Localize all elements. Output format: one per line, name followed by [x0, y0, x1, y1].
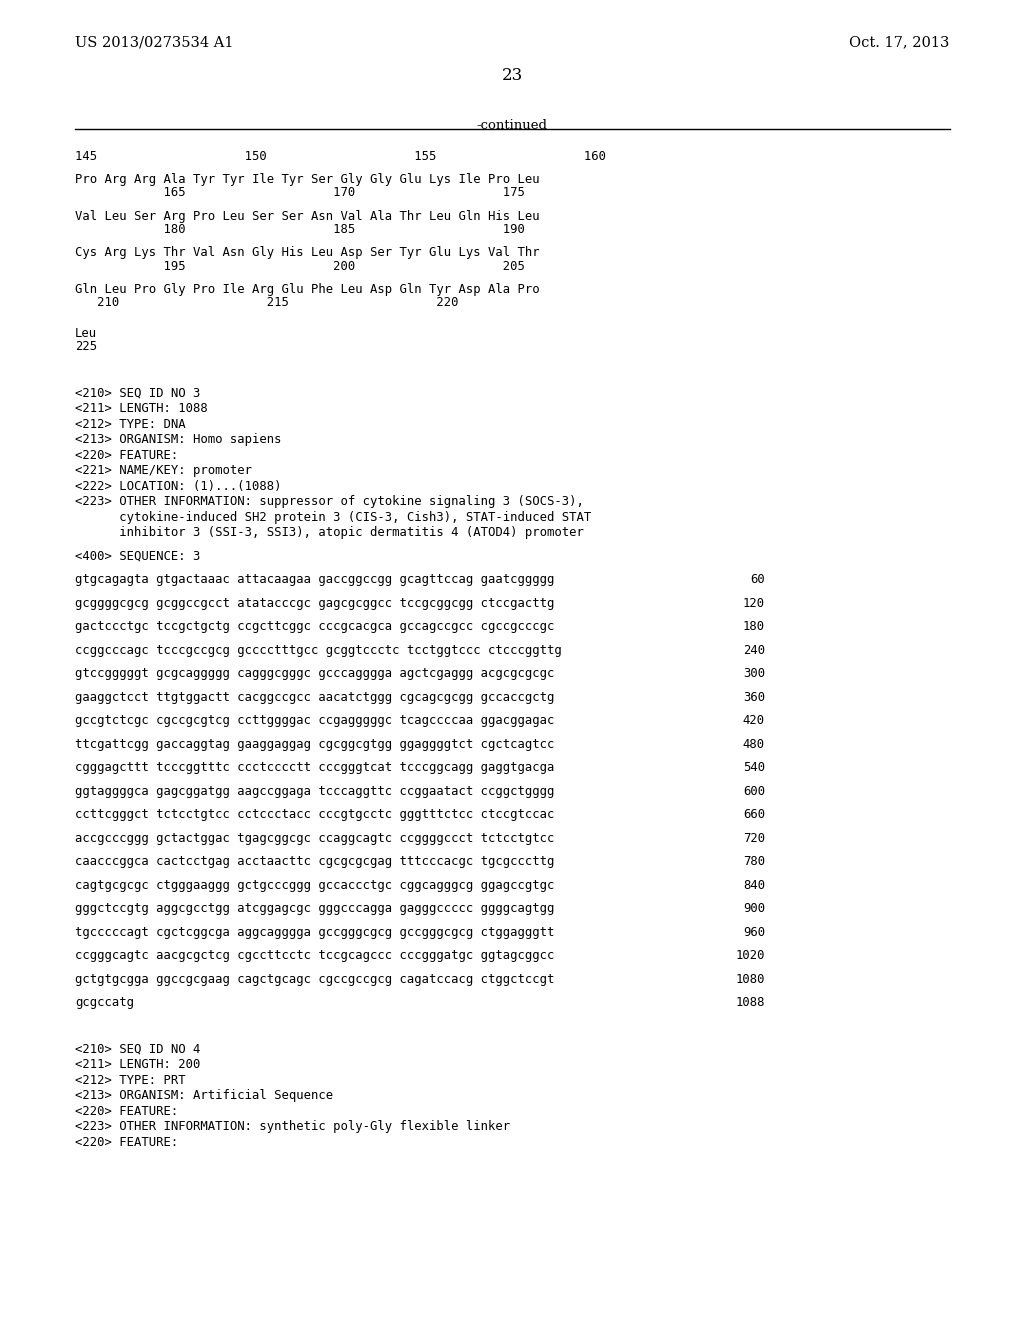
Text: gaaggctcct ttgtggactt cacggccgcc aacatctggg cgcagcgcgg gccaccgctg: gaaggctcct ttgtggactt cacggccgcc aacatct… — [75, 690, 554, 704]
Text: 240: 240 — [742, 644, 765, 657]
Text: cytokine-induced SH2 protein 3 (CIS-3, Cish3), STAT-induced STAT: cytokine-induced SH2 protein 3 (CIS-3, C… — [75, 511, 591, 524]
Text: gtgcagagta gtgactaaac attacaagaa gaccggccgg gcagttccag gaatcggggg: gtgcagagta gtgactaaac attacaagaa gaccggc… — [75, 573, 554, 586]
Text: Pro Arg Arg Ala Tyr Tyr Ile Tyr Ser Gly Gly Glu Lys Ile Pro Leu: Pro Arg Arg Ala Tyr Tyr Ile Tyr Ser Gly … — [75, 173, 540, 186]
Text: 120: 120 — [742, 597, 765, 610]
Text: 195                    200                    205: 195 200 205 — [75, 260, 525, 272]
Text: 23: 23 — [502, 67, 522, 84]
Text: Gln Leu Pro Gly Pro Ile Arg Glu Phe Leu Asp Gln Tyr Asp Ala Pro: Gln Leu Pro Gly Pro Ile Arg Glu Phe Leu … — [75, 282, 540, 296]
Text: 210                    215                    220: 210 215 220 — [75, 296, 459, 309]
Text: ttcgattcgg gaccaggtag gaaggaggag cgcggcgtgg ggaggggtct cgctcagtcc: ttcgattcgg gaccaggtag gaaggaggag cgcggcg… — [75, 738, 554, 751]
Text: gccgtctcgc cgccgcgtcg ccttggggac ccgagggggc tcagccccaa ggacggagac: gccgtctcgc cgccgcgtcg ccttggggac ccgaggg… — [75, 714, 554, 727]
Text: 180                    185                    190: 180 185 190 — [75, 223, 525, 236]
Text: <211> LENGTH: 200: <211> LENGTH: 200 — [75, 1059, 201, 1072]
Text: <223> OTHER INFORMATION: suppressor of cytokine signaling 3 (SOCS-3),: <223> OTHER INFORMATION: suppressor of c… — [75, 495, 584, 508]
Text: cgggagcttt tcccggtttc ccctcccctt cccgggtcat tcccggcagg gaggtgacga: cgggagcttt tcccggtttc ccctcccctt cccgggt… — [75, 762, 554, 775]
Text: gcgccatg: gcgccatg — [75, 997, 134, 1010]
Text: gtccgggggt gcgcaggggg cagggcgggc gcccagggga agctcgaggg acgcgcgcgc: gtccgggggt gcgcaggggg cagggcgggc gcccagg… — [75, 668, 554, 680]
Text: 720: 720 — [742, 832, 765, 845]
Text: 225: 225 — [75, 341, 97, 354]
Text: ccggcccagc tcccgccgcg gcccctttgcc gcggtccctc tcctggtccc ctcccggttg: ccggcccagc tcccgccgcg gcccctttgcc gcggtc… — [75, 644, 562, 657]
Text: 780: 780 — [742, 855, 765, 869]
Text: ggtaggggca gagcggatgg aagccggaga tcccaggttc ccggaatact ccggctgggg: ggtaggggca gagcggatgg aagccggaga tcccagg… — [75, 785, 554, 797]
Text: 1020: 1020 — [735, 949, 765, 962]
Text: 660: 660 — [742, 808, 765, 821]
Text: <211> LENGTH: 1088: <211> LENGTH: 1088 — [75, 403, 208, 416]
Text: accgcccggg gctactggac tgagcggcgc ccaggcagtc ccggggccct tctcctgtcc: accgcccggg gctactggac tgagcggcgc ccaggca… — [75, 832, 554, 845]
Text: <210> SEQ ID NO 3: <210> SEQ ID NO 3 — [75, 387, 201, 400]
Text: <213> ORGANISM: Homo sapiens: <213> ORGANISM: Homo sapiens — [75, 433, 282, 446]
Text: cagtgcgcgc ctgggaaggg gctgcccggg gccaccctgc cggcagggcg ggagccgtgc: cagtgcgcgc ctgggaaggg gctgcccggg gccaccc… — [75, 879, 554, 892]
Text: <212> TYPE: PRT: <212> TYPE: PRT — [75, 1074, 185, 1086]
Text: <221> NAME/KEY: promoter: <221> NAME/KEY: promoter — [75, 465, 252, 478]
Text: gcggggcgcg gcggccgcct atatacccgc gagcgcggcc tccgcggcgg ctccgacttg: gcggggcgcg gcggccgcct atatacccgc gagcgcg… — [75, 597, 554, 610]
Text: ccttcgggct tctcctgtcc cctccctacc cccgtgcctc gggtttctcc ctccgtccac: ccttcgggct tctcctgtcc cctccctacc cccgtgc… — [75, 808, 554, 821]
Text: 300: 300 — [742, 668, 765, 680]
Text: 180: 180 — [742, 620, 765, 634]
Text: caacccggca cactcctgag acctaacttc cgcgcgcgag tttcccacgc tgcgcccttg: caacccggca cactcctgag acctaacttc cgcgcgc… — [75, 855, 554, 869]
Text: 1080: 1080 — [735, 973, 765, 986]
Text: Oct. 17, 2013: Oct. 17, 2013 — [849, 36, 949, 49]
Text: <213> ORGANISM: Artificial Sequence: <213> ORGANISM: Artificial Sequence — [75, 1089, 333, 1102]
Text: 540: 540 — [742, 762, 765, 775]
Text: 145                    150                    155                    160: 145 150 155 160 — [75, 149, 606, 162]
Text: gctgtgcgga ggccgcgaag cagctgcagc cgccgccgcg cagatccacg ctggctccgt: gctgtgcgga ggccgcgaag cagctgcagc cgccgcc… — [75, 973, 554, 986]
Text: <222> LOCATION: (1)...(1088): <222> LOCATION: (1)...(1088) — [75, 480, 282, 492]
Text: 165                    170                    175: 165 170 175 — [75, 186, 525, 199]
Text: <210> SEQ ID NO 4: <210> SEQ ID NO 4 — [75, 1043, 201, 1056]
Text: 1088: 1088 — [735, 997, 765, 1010]
Text: 420: 420 — [742, 714, 765, 727]
Text: 960: 960 — [742, 925, 765, 939]
Text: 360: 360 — [742, 690, 765, 704]
Text: Leu: Leu — [75, 327, 97, 341]
Text: ccgggcagtc aacgcgctcg cgccttcctc tccgcagccc cccgggatgc ggtagcggcc: ccgggcagtc aacgcgctcg cgccttcctc tccgcag… — [75, 949, 554, 962]
Text: 480: 480 — [742, 738, 765, 751]
Text: inhibitor 3 (SSI-3, SSI3), atopic dermatitis 4 (ATOD4) promoter: inhibitor 3 (SSI-3, SSI3), atopic dermat… — [75, 527, 584, 540]
Text: 60: 60 — [751, 573, 765, 586]
Text: 600: 600 — [742, 785, 765, 797]
Text: tgcccccagt cgctcggcga aggcagggga gccgggcgcg gccgggcgcg ctggagggtt: tgcccccagt cgctcggcga aggcagggga gccgggc… — [75, 925, 554, 939]
Text: -continued: -continued — [476, 119, 548, 132]
Text: Val Leu Ser Arg Pro Leu Ser Ser Asn Val Ala Thr Leu Gln His Leu: Val Leu Ser Arg Pro Leu Ser Ser Asn Val … — [75, 210, 540, 223]
Text: 900: 900 — [742, 903, 765, 915]
Text: <223> OTHER INFORMATION: synthetic poly-Gly flexible linker: <223> OTHER INFORMATION: synthetic poly-… — [75, 1121, 510, 1134]
Text: US 2013/0273534 A1: US 2013/0273534 A1 — [75, 36, 233, 49]
Text: <220> FEATURE:: <220> FEATURE: — [75, 1105, 178, 1118]
Text: <220> FEATURE:: <220> FEATURE: — [75, 1137, 178, 1148]
Text: 840: 840 — [742, 879, 765, 892]
Text: <220> FEATURE:: <220> FEATURE: — [75, 449, 178, 462]
Text: gggctccgtg aggcgcctgg atcggagcgc gggcccagga gagggccccc ggggcagtgg: gggctccgtg aggcgcctgg atcggagcgc gggccca… — [75, 903, 554, 915]
Text: gactccctgc tccgctgctg ccgcttcggc cccgcacgca gccagccgcc cgccgcccgc: gactccctgc tccgctgctg ccgcttcggc cccgcac… — [75, 620, 554, 634]
Text: Cys Arg Lys Thr Val Asn Gly His Leu Asp Ser Tyr Glu Lys Val Thr: Cys Arg Lys Thr Val Asn Gly His Leu Asp … — [75, 247, 540, 259]
Text: <400> SEQUENCE: 3: <400> SEQUENCE: 3 — [75, 550, 201, 562]
Text: <212> TYPE: DNA: <212> TYPE: DNA — [75, 418, 185, 430]
